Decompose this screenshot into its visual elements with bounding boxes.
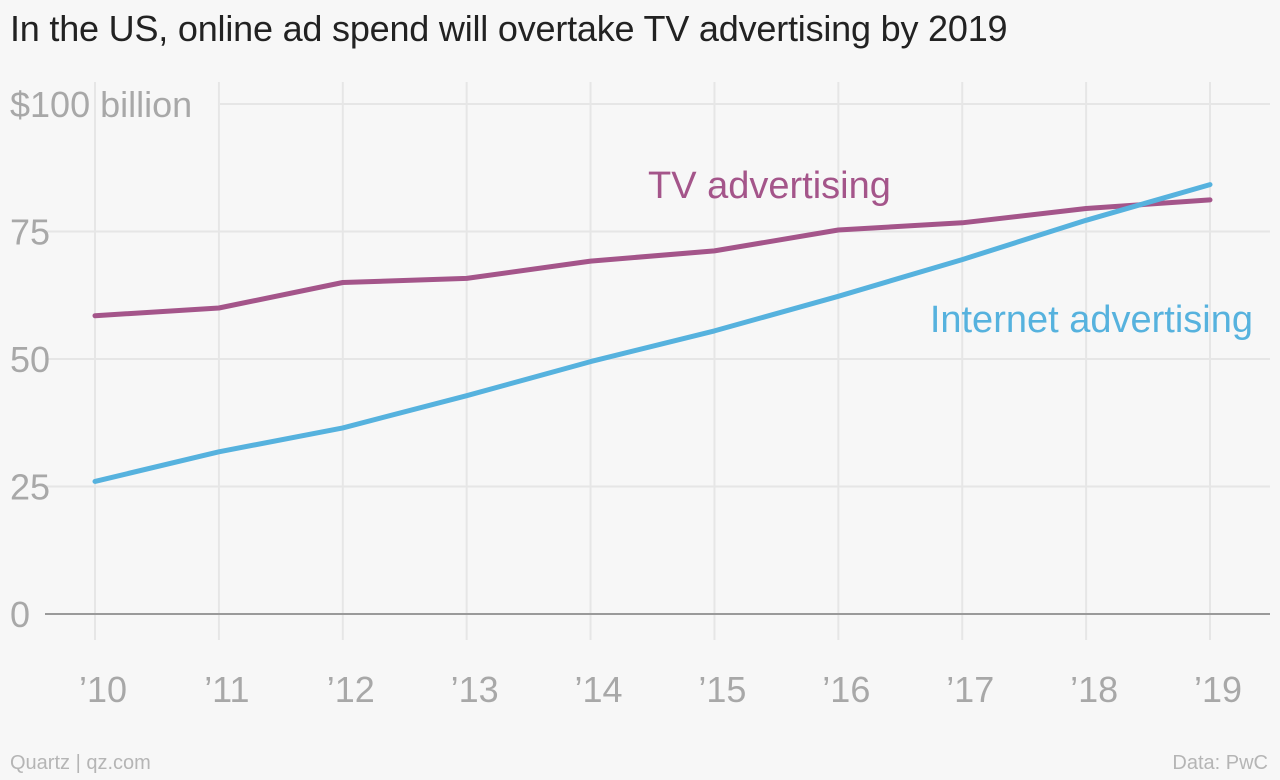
- y-tick-label: 75: [10, 212, 50, 253]
- data-source: Data: PwC: [1172, 752, 1268, 774]
- x-tick-label: ’19: [1194, 669, 1242, 710]
- x-tick-label: ’18: [1070, 669, 1118, 710]
- y-tick-label: 50: [10, 339, 50, 380]
- x-tick-label: ’12: [327, 669, 375, 710]
- x-tick-label: ’14: [575, 669, 623, 710]
- series-line-1: [92, 182, 1213, 484]
- x-tick-label: ’17: [946, 669, 994, 710]
- y-tick-label: $100 billion: [10, 84, 192, 125]
- x-tick-label: ’16: [822, 669, 870, 710]
- x-tick-label: ’15: [698, 669, 746, 710]
- x-tick-label: ’13: [451, 669, 499, 710]
- series-line-0: [92, 197, 1213, 319]
- chart-title: In the US, online ad spend will overtake…: [10, 8, 1008, 49]
- x-tick-label: ’11: [204, 669, 249, 710]
- y-tick-label: 25: [10, 467, 50, 508]
- x-tick-label: ’10: [79, 669, 127, 710]
- series-label: Internet advertising: [930, 299, 1253, 341]
- y-tick-label: 0: [10, 594, 30, 635]
- source-credit: Quartz | qz.com: [10, 752, 151, 774]
- series-label: TV advertising: [648, 165, 891, 207]
